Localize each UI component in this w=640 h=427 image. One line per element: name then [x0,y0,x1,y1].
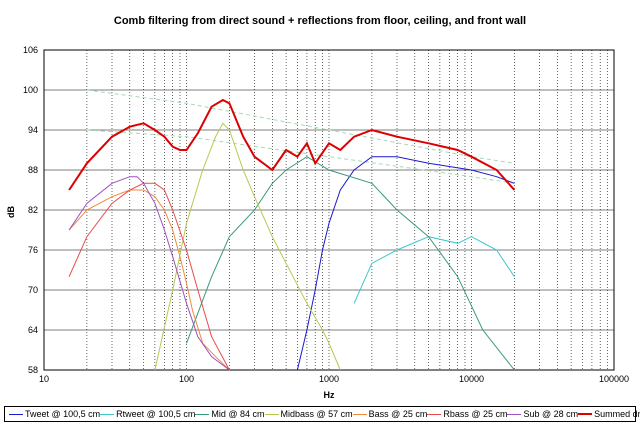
y-axis-label: dB [6,206,16,218]
legend-label: Tweet @ 100,5 cm [25,409,101,419]
x-tick-label: 10 [39,374,49,384]
legend-swatch [507,413,522,415]
series-line-tweet-100-5-cm [296,156,515,371]
y-tick-label: 70 [28,285,38,295]
series-line-summed-drivers [68,98,516,191]
legend-label: Bass @ 25 cm [368,409,428,419]
x-tick-label: 100 [179,374,194,384]
series-line-rbass-25-cm [68,182,230,371]
legend-item-sub-28-cm: Sub @ 28 cm [507,409,578,419]
y-tick-label: 64 [28,325,38,335]
reference-line [86,89,515,164]
x-tick-label: 10000 [459,374,484,384]
y-tick-label: 94 [28,125,38,135]
legend-swatch [352,413,367,415]
series-line-midbass-57-cm [154,122,341,371]
legend-swatch [427,413,442,415]
series-group [68,98,516,371]
legend-item-rtweet-100-5-cm: Rtweet @ 100,5 cm [100,409,195,419]
series-line-bass-25-cm [68,189,230,371]
legend-item-mid-84-cm: Mid @ 84 cm [195,409,265,419]
reference-line [86,129,515,184]
x-tick-labels: 10 100 1000 10000 100000 [39,374,629,384]
x-tick-label: 1000 [319,374,339,384]
legend-swatch [9,413,23,415]
legend-swatch [578,413,593,415]
legend-item-midbass-57-cm: Midbass @ 57 cm [264,409,353,419]
y-tick-label: 106 [23,45,38,55]
legend-swatch [264,413,279,415]
legend-swatch [195,413,210,415]
series-line-sub-28-cm [68,176,230,371]
y-tick-label: 88 [28,165,38,175]
legend-label: Sub @ 28 cm [523,409,579,419]
legend-label: Summed drivers [594,409,640,419]
series-line-mid-84-cm [186,156,515,371]
y-tick-labels: 58 64 70 76 82 88 94 100 106 [23,45,38,375]
legend-swatch [100,413,115,415]
series-line-rtweet-100-5-cm [353,236,515,304]
legend: Tweet @ 100,5 cm Rtweet @ 100,5 cm Mid @ 8… [4,406,640,422]
y-tick-label: 76 [28,245,38,255]
legend-item-tweet-100-5-cm: Tweet @ 100,5 cm [9,409,100,419]
y-tick-label: 58 [28,365,38,375]
x-axis-label: Hz [324,390,335,400]
legend-label: Rtweet @ 100,5 cm [116,409,196,419]
legend-item-rbass-25-cm: Rbass @ 25 cm [427,409,507,419]
legend-item-summed-drivers: Summed drivers [578,409,640,419]
legend-label: Rbass @ 25 cm [443,409,508,419]
y-tick-label: 100 [23,85,38,95]
chart-title: Comb filtering from direct sound + refle… [114,15,526,27]
legend-label: Mid @ 84 cm [211,409,265,419]
x-tick-label: 100000 [599,374,629,384]
legend-item-bass-25-cm: Bass @ 25 cm [352,409,428,419]
reference-lines [86,89,515,184]
legend-label: Midbass @ 57 cm [280,409,353,419]
y-tick-label: 82 [28,205,38,215]
